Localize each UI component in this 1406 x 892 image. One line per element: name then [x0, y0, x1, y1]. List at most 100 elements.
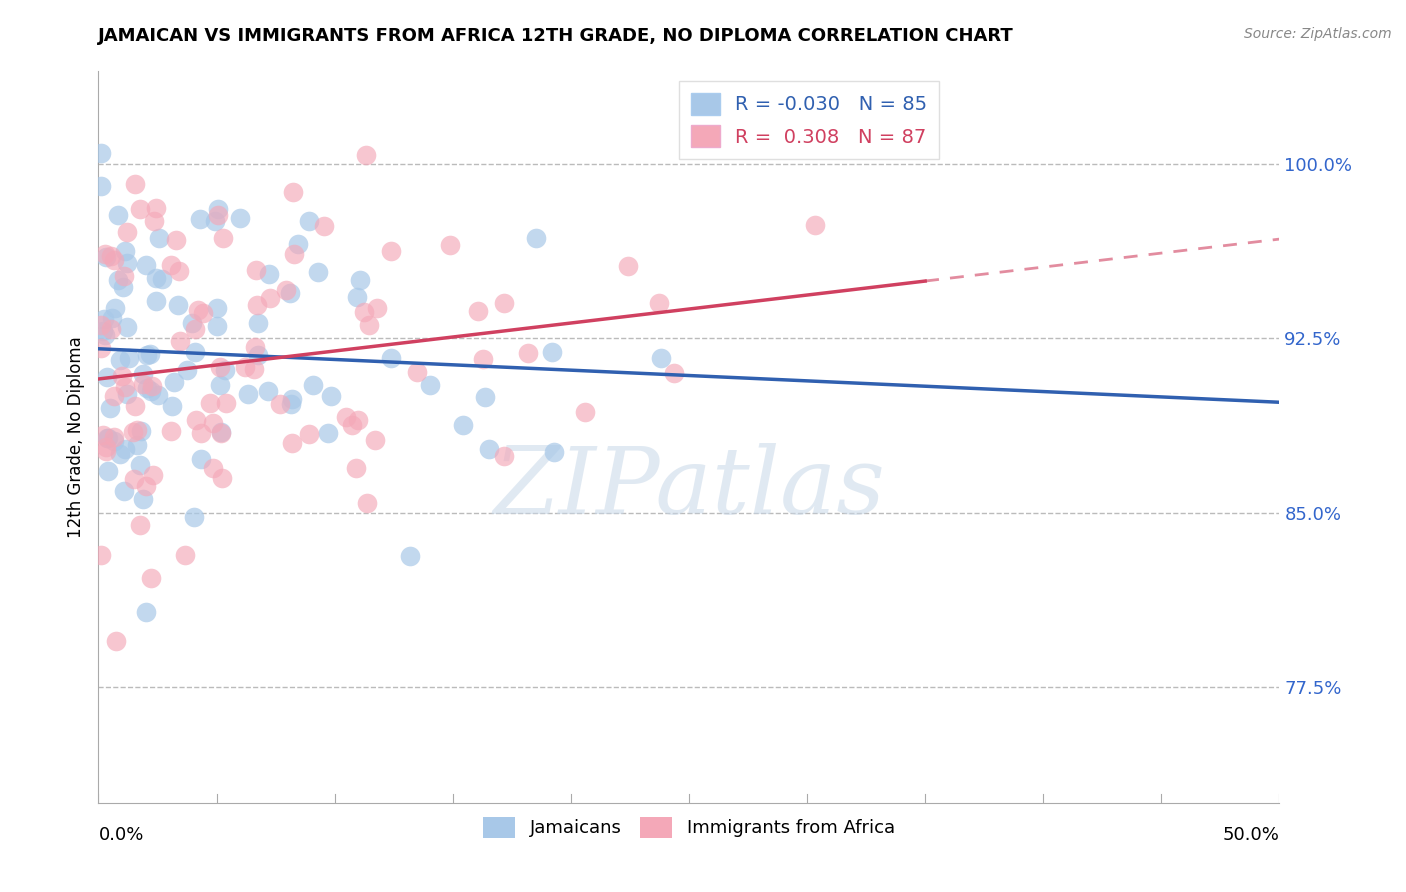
Point [574, 405, 596, 419]
Point [281, 435, 304, 450]
Point [138, 347, 160, 361]
Point [245, 263, 267, 277]
Point [103, 389, 125, 403]
Point [662, 367, 685, 381]
Point [316, 425, 339, 440]
Point [191, 306, 214, 320]
Point [146, 388, 169, 402]
Point [145, 293, 167, 308]
Point [94, 440, 117, 454]
Point [183, 510, 205, 524]
Point [617, 259, 640, 273]
Point [647, 296, 669, 310]
Point [280, 397, 302, 411]
Point [135, 605, 157, 619]
Point [439, 237, 461, 252]
Point [91, 428, 114, 442]
Point [112, 268, 135, 283]
Point [269, 397, 291, 411]
Point [419, 377, 441, 392]
Legend: R = -0.030   N = 85, R =  0.308   N = 87: R = -0.030 N = 85, R = 0.308 N = 87 [679, 81, 939, 159]
Point [201, 461, 224, 475]
Point [298, 426, 321, 441]
Point [103, 252, 125, 267]
Point [211, 471, 233, 485]
Point [100, 401, 122, 416]
Point [136, 348, 159, 362]
Point [115, 225, 138, 239]
Point [143, 214, 166, 228]
Point [346, 290, 368, 304]
Point [340, 418, 363, 433]
Point [96, 431, 118, 445]
Y-axis label: 12th Grade, No Diploma: 12th Grade, No Diploma [66, 336, 84, 538]
Point [122, 472, 145, 486]
Point [281, 185, 304, 199]
Point [160, 399, 183, 413]
Point [524, 231, 547, 245]
Point [117, 320, 139, 334]
Point [467, 304, 489, 318]
Point [163, 375, 186, 389]
Point [215, 396, 238, 410]
Point [312, 219, 335, 233]
Point [274, 283, 297, 297]
Point [128, 202, 150, 216]
Point [91, 324, 114, 338]
Point [145, 201, 167, 215]
Point [145, 270, 167, 285]
Point [135, 381, 157, 395]
Point [208, 377, 231, 392]
Point [246, 348, 269, 362]
Point [247, 316, 270, 330]
Point [97, 431, 120, 445]
Point [207, 202, 229, 216]
Point [132, 491, 155, 506]
Point [114, 442, 136, 457]
Point [543, 445, 565, 459]
Point [142, 467, 165, 482]
Point [134, 479, 156, 493]
Point [399, 549, 422, 564]
Point [94, 246, 117, 260]
Point [366, 301, 388, 315]
Text: 0.0%: 0.0% [98, 826, 143, 844]
Point [307, 265, 329, 279]
Point [349, 273, 371, 287]
Point [165, 233, 187, 247]
Point [107, 208, 129, 222]
Point [141, 570, 163, 584]
Point [357, 318, 380, 333]
Point [201, 416, 224, 430]
Point [90, 145, 112, 160]
Point [541, 345, 564, 359]
Point [90, 548, 112, 562]
Point [96, 370, 118, 384]
Point [245, 340, 267, 354]
Point [238, 387, 260, 401]
Point [93, 311, 115, 326]
Point [187, 302, 209, 317]
Point [184, 322, 207, 336]
Point [118, 351, 141, 366]
Point [356, 495, 378, 509]
Point [650, 351, 672, 365]
Point [207, 208, 229, 222]
Point [174, 548, 197, 562]
Point [124, 178, 146, 192]
Point [259, 292, 281, 306]
Point [278, 286, 301, 301]
Point [281, 392, 304, 406]
Point [347, 413, 370, 427]
Text: Source: ZipAtlas.com: Source: ZipAtlas.com [1244, 27, 1392, 41]
Point [93, 327, 115, 342]
Point [166, 298, 188, 312]
Point [287, 236, 309, 251]
Point [160, 258, 183, 272]
Point [114, 244, 136, 258]
Point [205, 318, 228, 333]
Point [353, 305, 375, 319]
Point [257, 384, 280, 399]
Point [211, 231, 233, 245]
Point [344, 461, 367, 475]
